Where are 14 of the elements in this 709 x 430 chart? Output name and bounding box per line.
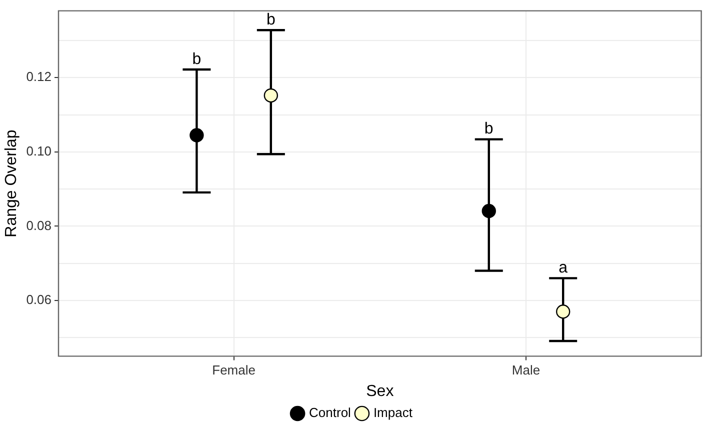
y-tick-label: 0.06 (26, 292, 52, 308)
x-tick-label: Female (212, 362, 256, 378)
annotation: b (266, 12, 276, 29)
annotation: b (192, 50, 202, 68)
y-axis-title: Range Overlap (3, 130, 20, 238)
x-tick-label: Male (512, 362, 540, 378)
annotation: a (558, 260, 568, 277)
y-tick-label: 0.12 (26, 69, 52, 84)
legend-label: Impact (373, 405, 413, 420)
annotation: b (484, 120, 494, 138)
x-axis-title: Sex (366, 382, 394, 400)
y-tick-label: 0.08 (26, 218, 52, 233)
legend-label: Control (309, 405, 352, 420)
y-tick-label: 0.10 (26, 144, 52, 159)
